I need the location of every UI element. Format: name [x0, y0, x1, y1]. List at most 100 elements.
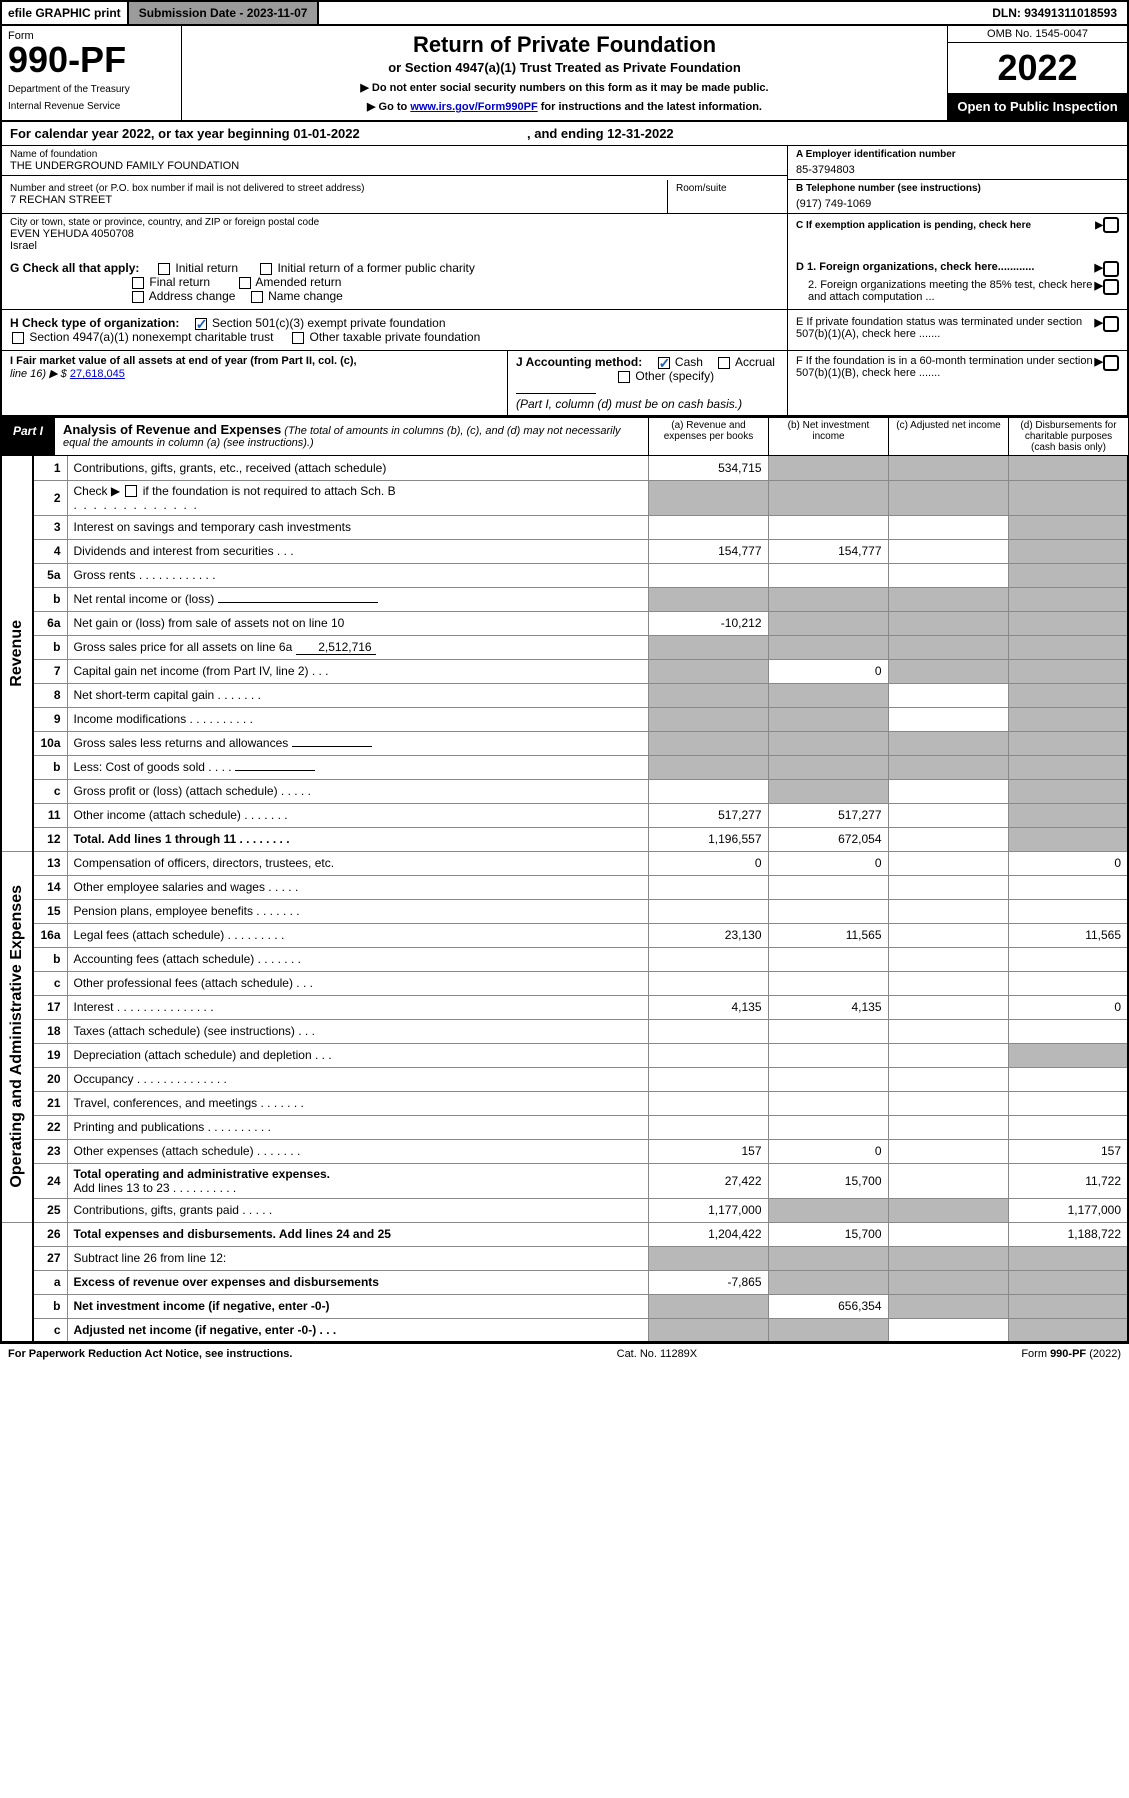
amt-b	[768, 635, 888, 659]
g-checks: G Check all that apply: Initial return I…	[2, 255, 787, 309]
j2-checkbox[interactable]	[718, 357, 730, 369]
amt-b	[768, 1198, 888, 1222]
f-checkbox[interactable]	[1103, 355, 1119, 371]
line-desc: Total expenses and disbursements. Add li…	[67, 1222, 648, 1246]
amt-a	[648, 1091, 768, 1115]
g4-checkbox[interactable]	[239, 277, 251, 289]
h3-checkbox[interactable]	[292, 332, 304, 344]
form-subtitle: or Section 4947(a)(1) Trust Treated as P…	[192, 60, 937, 75]
amt-b	[768, 683, 888, 707]
line-num: 8	[33, 683, 67, 707]
amt-a	[648, 1043, 768, 1067]
amt-a	[648, 947, 768, 971]
r6b-value: 2,512,716	[296, 640, 376, 655]
phone-label: B Telephone number (see instructions)	[796, 183, 1119, 194]
arrow-icon: ▶	[1095, 279, 1103, 292]
city-cell: City or town, state or province, country…	[2, 214, 787, 255]
table-row: b Less: Cost of goods sold . . . .	[1, 755, 1128, 779]
g1-label: Initial return	[175, 261, 238, 275]
table-row: b Net investment income (if negative, en…	[1, 1294, 1128, 1318]
arrow-icon: ▶	[1095, 220, 1103, 231]
table-row: 9 Income modifications . . . . . . . . .…	[1, 707, 1128, 731]
h1-checkbox[interactable]	[195, 318, 207, 330]
r10a-desc: Gross sales less returns and allowances	[74, 736, 289, 750]
j1-checkbox[interactable]	[658, 357, 670, 369]
line-desc: Other income (attach schedule) . . . . .…	[67, 803, 648, 827]
amt-c	[888, 827, 1008, 851]
j-section: J Accounting method: Cash Accrual Other …	[507, 351, 787, 415]
amt-d	[1008, 659, 1128, 683]
h2-label: Section 4947(a)(1) nonexempt charitable …	[29, 330, 273, 344]
i-label: I Fair market value of all assets at end…	[10, 355, 357, 367]
info-grid-1: Name of foundation THE UNDERGROUND FAMIL…	[0, 146, 1129, 180]
r5b-input[interactable]	[218, 602, 378, 603]
e-label: E If private foundation status was termi…	[796, 316, 1095, 340]
amt-a	[648, 971, 768, 995]
amt-c	[888, 899, 1008, 923]
form-number: 990-PF	[8, 42, 175, 78]
arrow-icon: ▶	[1095, 316, 1103, 329]
amt-b: 656,354	[768, 1294, 888, 1318]
j3-checkbox[interactable]	[618, 371, 630, 383]
foundation-name: THE UNDERGROUND FAMILY FOUNDATION	[10, 160, 779, 172]
form-header: Form 990-PF Department of the Treasury I…	[0, 26, 1129, 122]
form-link[interactable]: www.irs.gov/Form990PF	[410, 101, 537, 113]
g2-checkbox[interactable]	[260, 263, 272, 275]
line-desc: Net gain or (loss) from sale of assets n…	[67, 611, 648, 635]
i-value: 27,618,045	[70, 368, 125, 380]
g3-checkbox[interactable]	[132, 277, 144, 289]
amt-b	[768, 947, 888, 971]
amt-a	[648, 659, 768, 683]
amt-c	[888, 1318, 1008, 1342]
i-line: line 16) ▶ $	[10, 368, 67, 380]
amt-a: 1,196,557	[648, 827, 768, 851]
amt-b	[768, 563, 888, 587]
amt-d	[1008, 755, 1128, 779]
table-row: 15 Pension plans, employee benefits . . …	[1, 899, 1128, 923]
amt-b: 0	[768, 659, 888, 683]
footer-right: Form 990-PF (2022)	[1021, 1348, 1121, 1360]
h2-checkbox[interactable]	[12, 332, 24, 344]
line-desc: Depreciation (attach schedule) and deple…	[67, 1043, 648, 1067]
d2-checkbox[interactable]	[1103, 279, 1119, 295]
line-num: 15	[33, 899, 67, 923]
amt-a: 1,204,422	[648, 1222, 768, 1246]
amt-b	[768, 611, 888, 635]
header-mid: Return of Private Foundation or Section …	[182, 26, 947, 120]
line-num: 10a	[33, 731, 67, 755]
line-desc: Excess of revenue over expenses and disb…	[67, 1270, 648, 1294]
g1-checkbox[interactable]	[158, 263, 170, 275]
line-desc: Gross profit or (loss) (attach schedule)…	[67, 779, 648, 803]
line-num: 23	[33, 1139, 67, 1163]
line-num: b	[33, 1294, 67, 1318]
r10a-input[interactable]	[292, 746, 372, 747]
d1-checkbox[interactable]	[1103, 261, 1119, 277]
amt-b	[768, 707, 888, 731]
line-desc: Contributions, gifts, grants paid . . . …	[67, 1198, 648, 1222]
table-row: b Gross sales price for all assets on li…	[1, 635, 1128, 659]
amt-d	[1008, 480, 1128, 515]
amt-b	[768, 480, 888, 515]
amt-c	[888, 995, 1008, 1019]
line-desc: Compensation of officers, directors, tru…	[67, 851, 648, 875]
r2-checkbox[interactable]	[125, 485, 137, 497]
line-desc: Pension plans, employee benefits . . . .…	[67, 899, 648, 923]
amt-d	[1008, 1067, 1128, 1091]
cal-begin: 01-01-2022	[293, 126, 360, 141]
amt-a	[648, 1115, 768, 1139]
info-grid-3: City or town, state or province, country…	[0, 214, 1129, 255]
d1-label: D 1. Foreign organizations, check here..…	[796, 261, 1034, 273]
line-num: 3	[33, 515, 67, 539]
amt-d: 11,565	[1008, 923, 1128, 947]
amt-a	[648, 1294, 768, 1318]
c-checkbox[interactable]	[1103, 217, 1119, 233]
line-desc: Gross sales less returns and allowances	[67, 731, 648, 755]
e-checkbox[interactable]	[1103, 316, 1119, 332]
g6-checkbox[interactable]	[251, 291, 263, 303]
r10b-input[interactable]	[235, 770, 315, 771]
table-row: 12 Total. Add lines 1 through 11 . . . .…	[1, 827, 1128, 851]
line-desc: Other professional fees (attach schedule…	[67, 971, 648, 995]
addr-label: Number and street (or P.O. box number if…	[10, 183, 659, 194]
g5-checkbox[interactable]	[132, 291, 144, 303]
table-row: 8 Net short-term capital gain . . . . . …	[1, 683, 1128, 707]
